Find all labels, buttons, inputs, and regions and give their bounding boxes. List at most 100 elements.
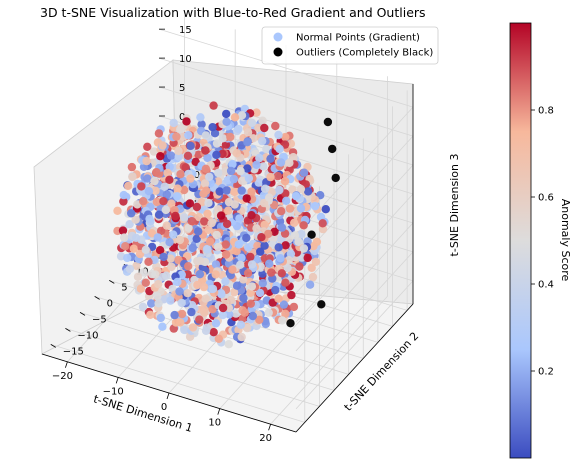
normal-point bbox=[286, 249, 296, 258]
normal-point bbox=[203, 153, 212, 163]
grid-line-z bbox=[158, 86, 414, 166]
x-tick-mark bbox=[166, 392, 170, 400]
normal-point bbox=[161, 205, 171, 215]
normal-point bbox=[243, 128, 253, 137]
normal-point bbox=[221, 140, 231, 149]
normal-point bbox=[260, 220, 269, 230]
normal-point bbox=[282, 196, 291, 205]
normal-point bbox=[172, 132, 181, 141]
normal-point bbox=[131, 215, 140, 224]
normal-point bbox=[141, 278, 150, 287]
normal-point bbox=[216, 211, 226, 220]
normal-point bbox=[276, 254, 285, 263]
outlier-point bbox=[286, 319, 295, 328]
normal-point bbox=[221, 240, 230, 249]
normal-point bbox=[236, 320, 246, 329]
normal-point bbox=[172, 192, 182, 201]
y-tick-mark bbox=[79, 312, 86, 316]
normal-point bbox=[156, 152, 165, 161]
colorbar-tick-label: 0.6 bbox=[538, 193, 554, 204]
normal-point bbox=[188, 243, 197, 253]
normal-point bbox=[180, 213, 189, 222]
normal-point bbox=[201, 131, 211, 140]
normal-point bbox=[167, 262, 176, 272]
normal-point bbox=[258, 116, 267, 125]
normal-point bbox=[221, 277, 230, 286]
normal-point bbox=[260, 241, 269, 250]
outlier-point bbox=[317, 300, 326, 309]
normal-point bbox=[170, 310, 179, 320]
normal-point bbox=[129, 244, 138, 253]
normal-point bbox=[207, 219, 216, 228]
normal-point bbox=[162, 190, 171, 199]
normal-point bbox=[182, 117, 191, 126]
normal-point bbox=[226, 295, 236, 305]
normal-point bbox=[279, 300, 289, 309]
normal-point bbox=[201, 326, 211, 335]
normal-point bbox=[256, 262, 265, 271]
normal-point bbox=[160, 182, 169, 191]
normal-point bbox=[167, 199, 176, 208]
y-tick-mark bbox=[94, 296, 100, 300]
normal-point bbox=[236, 260, 245, 269]
y-axis-line bbox=[295, 303, 414, 433]
normal-point bbox=[275, 144, 284, 154]
normal-point bbox=[144, 187, 154, 196]
y-tick-mark bbox=[109, 280, 115, 284]
normal-point bbox=[258, 279, 267, 288]
normal-point bbox=[266, 172, 275, 182]
normal-point bbox=[128, 172, 137, 182]
normal-point bbox=[151, 186, 160, 195]
normal-point bbox=[162, 271, 171, 280]
normal-point bbox=[202, 186, 211, 195]
normal-point bbox=[144, 257, 153, 266]
normal-point bbox=[247, 187, 256, 196]
normal-point bbox=[208, 305, 217, 314]
normal-point bbox=[212, 150, 221, 160]
normal-point bbox=[125, 264, 135, 274]
normal-point bbox=[232, 149, 241, 158]
normal-point bbox=[228, 159, 237, 169]
y-tick-label: 0 bbox=[107, 298, 113, 309]
normal-point bbox=[277, 207, 286, 216]
normal-point bbox=[175, 287, 184, 296]
normal-point bbox=[183, 289, 192, 298]
normal-point bbox=[156, 226, 166, 236]
normal-point bbox=[265, 193, 274, 202]
normal-point bbox=[159, 252, 168, 262]
x-tick-mark bbox=[65, 361, 68, 368]
normal-point bbox=[281, 278, 290, 287]
normal-point bbox=[166, 296, 175, 305]
normal-point bbox=[285, 158, 294, 168]
normal-point bbox=[281, 241, 290, 250]
normal-point bbox=[290, 218, 299, 227]
normal-point bbox=[271, 285, 280, 295]
normal-point bbox=[133, 272, 143, 281]
normal-point bbox=[143, 174, 152, 183]
normal-point bbox=[310, 202, 320, 211]
normal-point bbox=[192, 202, 202, 212]
normal-point bbox=[234, 240, 243, 249]
normal-point bbox=[303, 253, 312, 263]
normal-point bbox=[131, 233, 141, 242]
y-tick-mark bbox=[65, 328, 71, 332]
normal-point bbox=[204, 198, 213, 208]
normal-point bbox=[230, 113, 240, 122]
normal-point bbox=[242, 194, 251, 203]
y-tick-label: −5 bbox=[92, 314, 107, 325]
normal-point bbox=[186, 174, 195, 183]
normal-point bbox=[147, 269, 157, 279]
normal-point bbox=[259, 162, 268, 171]
normal-point bbox=[289, 302, 299, 312]
grid-line-z bbox=[295, 251, 414, 381]
normal-point bbox=[158, 322, 167, 331]
normal-point bbox=[224, 340, 233, 349]
normal-point bbox=[305, 280, 315, 289]
normal-point bbox=[191, 157, 200, 166]
normal-point bbox=[154, 280, 163, 289]
normal-point bbox=[274, 243, 283, 252]
normal-point bbox=[123, 253, 132, 263]
normal-point bbox=[181, 163, 190, 172]
normal-point bbox=[120, 233, 129, 242]
normal-point bbox=[201, 294, 210, 303]
